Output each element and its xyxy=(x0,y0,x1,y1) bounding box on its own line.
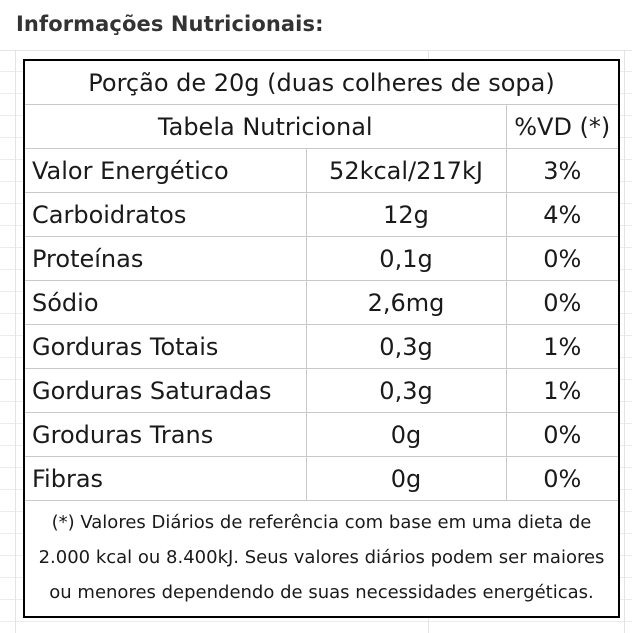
footnote-row: (*) Valores Diários de referência com ba… xyxy=(23,500,620,618)
nutrient-name: Groduras Trans xyxy=(23,412,307,457)
footnote: (*) Valores Diários de referência com ba… xyxy=(23,500,620,618)
nutrient-vd: 0% xyxy=(505,236,620,281)
nutrient-vd: 0% xyxy=(505,456,620,501)
nutrient-amount: 0g xyxy=(305,412,507,457)
grid-column-line xyxy=(15,50,16,633)
nutrient-amount: 0,3g xyxy=(305,368,507,413)
grid-column-line xyxy=(624,50,625,633)
table-row: Fibras 0g 0% xyxy=(23,456,620,501)
nutrient-name: Gorduras Saturadas xyxy=(23,368,307,413)
table-row: Gorduras Saturadas 0,3g 1% xyxy=(23,368,620,413)
table-row: Sódio 2,6mg 0% xyxy=(23,280,620,325)
nutrient-name: Sódio xyxy=(23,280,307,325)
table-row: Groduras Trans 0g 0% xyxy=(23,412,620,457)
nutrient-name: Proteínas xyxy=(23,236,307,281)
nutrient-vd: 3% xyxy=(505,148,620,193)
portion-cell: Porção de 20g (duas colheres de sopa) xyxy=(23,59,620,105)
nutrient-vd: 4% xyxy=(505,192,620,237)
nutrient-name: Valor Energético xyxy=(23,148,307,193)
vd-header-cell: %VD (*) xyxy=(505,104,620,149)
grid-top-rule xyxy=(0,50,632,51)
nutrient-amount: 0,3g xyxy=(305,324,507,369)
nutrition-table: Porção de 20g (duas colheres de sopa) Ta… xyxy=(23,59,620,618)
nutrient-vd: 1% xyxy=(505,368,620,413)
header-row: Tabela Nutricional %VD (*) xyxy=(23,104,620,149)
nutrient-vd: 0% xyxy=(505,412,620,457)
nutrient-amount: 52kcal/217kJ xyxy=(305,148,507,193)
nutrient-amount: 0,1g xyxy=(305,236,507,281)
table-row: Valor Energético 52kcal/217kJ 3% xyxy=(23,148,620,193)
table-row: Carboidratos 12g 4% xyxy=(23,192,620,237)
nutrient-name: Gorduras Totais xyxy=(23,324,307,369)
nutrient-amount: 2,6mg xyxy=(305,280,507,325)
nutrient-amount: 0g xyxy=(305,456,507,501)
nutrient-amount: 12g xyxy=(305,192,507,237)
table-row: Proteínas 0,1g 0% xyxy=(23,236,620,281)
page-title: Informações Nutricionais: xyxy=(16,12,324,36)
nutrient-name: Carboidratos xyxy=(23,192,307,237)
nutrient-name: Fibras xyxy=(23,456,307,501)
table-title-cell: Tabela Nutricional xyxy=(23,104,507,149)
portion-row: Porção de 20g (duas colheres de sopa) xyxy=(23,59,620,105)
nutrient-vd: 0% xyxy=(505,280,620,325)
table-row: Gorduras Totais 0,3g 1% xyxy=(23,324,620,369)
nutrient-vd: 1% xyxy=(505,324,620,369)
